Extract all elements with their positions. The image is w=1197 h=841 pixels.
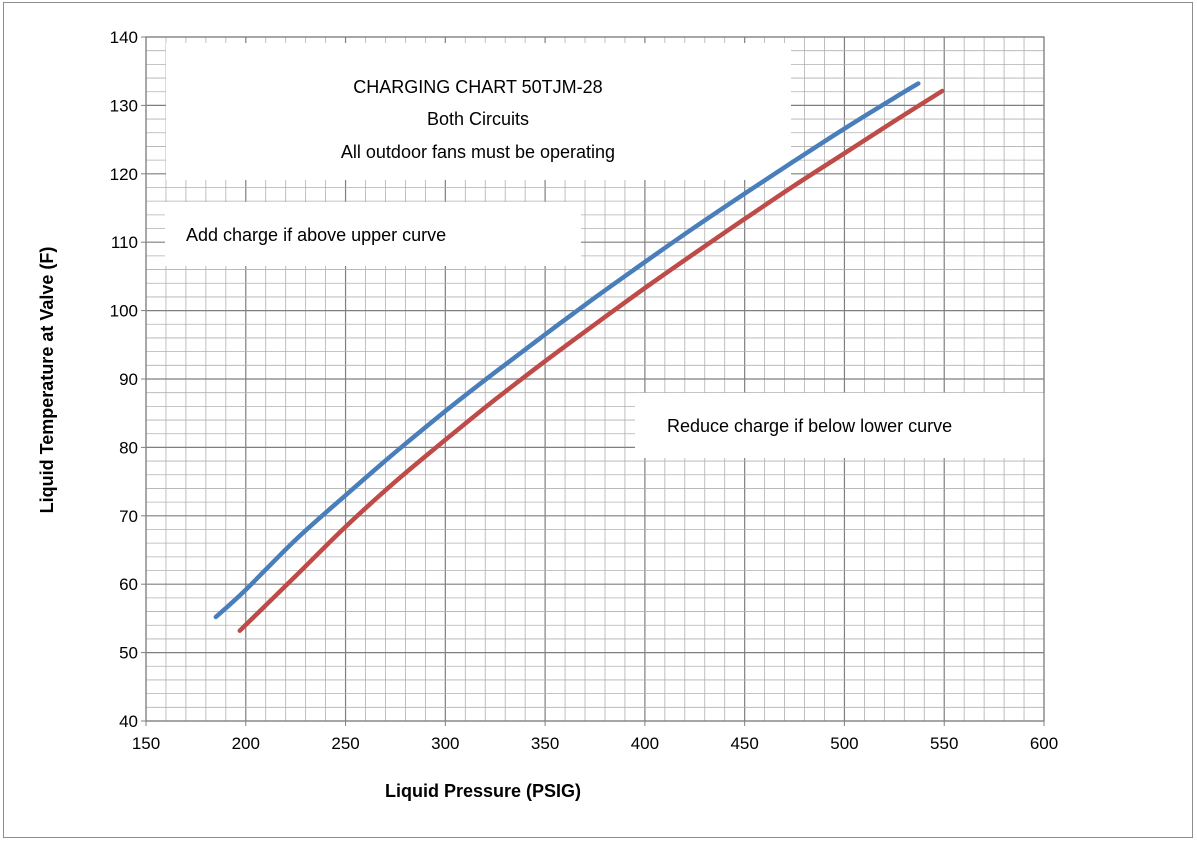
y-tick-label: 90 — [119, 370, 138, 389]
below-curve-annotation: Reduce charge if below lower curve — [667, 416, 952, 436]
chart-title-line-2: Both Circuits — [427, 109, 529, 129]
upper-curve — [213, 81, 921, 620]
title-box — [166, 43, 791, 180]
below-annotation-box — [635, 393, 1090, 458]
x-tick-label: 250 — [331, 734, 359, 753]
y-tick-label: 50 — [119, 644, 138, 663]
y-tick-label: 100 — [110, 302, 138, 321]
y-tick-label: 110 — [111, 233, 138, 252]
x-tick-label: 450 — [730, 734, 758, 753]
x-tick-label: 300 — [431, 734, 459, 753]
lower-curve — [237, 88, 945, 633]
chart-title-line-1: CHARGING CHART 50TJM-28 — [353, 77, 602, 97]
y-tick-labels: 40 50 60 70 80 90 100 110 120 130 140 — [110, 28, 138, 731]
y-tick-label: 120 — [110, 165, 138, 184]
y-tick-label: 80 — [119, 438, 138, 457]
x-tick-label: 350 — [531, 734, 559, 753]
x-tick-label: 150 — [132, 734, 160, 753]
y-tick-label: 60 — [119, 575, 138, 594]
x-tick-label: 200 — [232, 734, 260, 753]
y-tick-label: 130 — [110, 96, 138, 115]
above-curve-annotation: Add charge if above upper curve — [186, 225, 446, 245]
above-annotation-box — [165, 202, 581, 266]
y-axis-title: Liquid Temperature at Valve (F) — [37, 247, 57, 514]
chart-title-line-3: All outdoor fans must be operating — [341, 142, 615, 162]
series-lines — [213, 81, 945, 633]
x-tick-label: 600 — [1030, 734, 1058, 753]
y-tick-label: 70 — [119, 507, 138, 526]
axes — [141, 36, 1045, 726]
x-tick-labels: 150 200 250 300 350 400 450 500 550 600 — [132, 734, 1058, 753]
y-tick-label: 140 — [110, 28, 138, 47]
x-axis-title: Liquid Pressure (PSIG) — [385, 781, 581, 801]
x-tick-label: 500 — [830, 734, 858, 753]
x-tick-label: 400 — [631, 734, 659, 753]
y-tick-label: 40 — [119, 712, 138, 731]
x-tick-label: 550 — [930, 734, 958, 753]
